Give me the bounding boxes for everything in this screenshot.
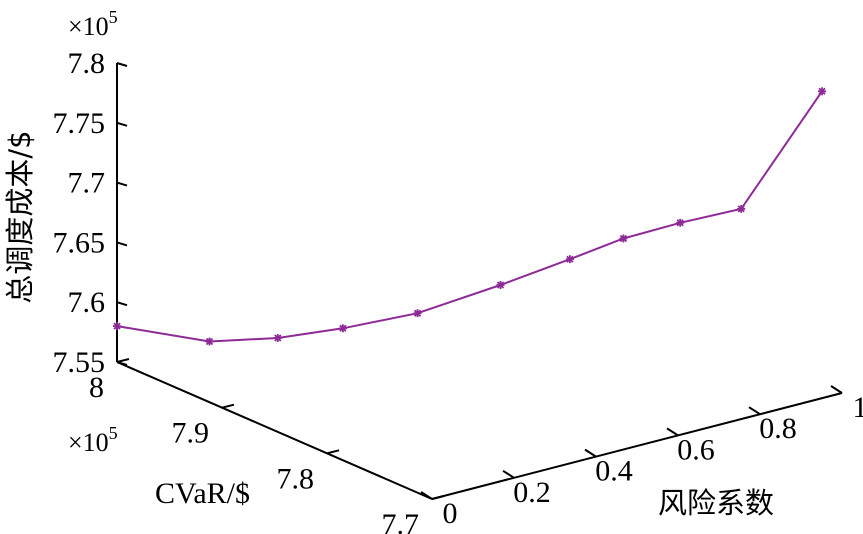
x-tick [420,491,433,500]
x-axis-line [431,392,843,500]
tick-labels: 0 0.2 0.4 0.6 0.8 1 7.7 7.8 7.9 87.55 7.6 7.65 7.7 7.… [53,47,863,534]
data-point [619,234,628,243]
y-tick-label: 8 [89,371,104,404]
data-point [338,324,347,333]
z-tick [116,241,128,247]
y-tick [116,358,130,363]
z-tick [116,301,128,307]
z-tick-label: 7.65 [53,226,106,259]
x-tick-label: 1 [853,391,863,424]
x-tick-label: 0.4 [595,455,633,488]
x-tick-label: 0.2 [513,476,551,509]
x-tick-label: 0.8 [759,412,797,445]
x-tick [666,427,679,437]
axes [116,63,843,500]
y-tick-label: 7.8 [277,462,315,495]
data-point [818,87,826,96]
y-tick [221,403,235,409]
y-tick-label: 7.7 [382,508,420,534]
z-tick-label: 7.55 [53,346,106,379]
x-tick-label: 0 [443,497,458,530]
z-tick-label: 7.6 [68,286,106,319]
x-tick-label: 0.6 [677,433,715,466]
ticks [116,62,843,500]
y-axis-multiplier: ×105 [68,423,118,457]
z-tick [116,181,128,187]
y-tick [431,495,445,500]
data-point [676,218,685,227]
x-tick [748,406,761,416]
z-axis-title: 总调度成本/$ [3,130,37,303]
data-point [737,204,746,213]
z-tick-label: 7.75 [53,107,106,140]
x-tick [584,448,597,458]
data-point [113,322,121,331]
z-tick-label: 7.8 [68,47,106,80]
data-point [565,255,574,264]
series-line [116,90,823,343]
z-tick-label: 7.7 [68,167,106,200]
data-point [273,334,282,342]
y-tick [326,449,340,455]
data-point [413,309,422,318]
y-tick-label: 7.9 [172,417,210,450]
z-tick [116,121,128,127]
y-axis-line [116,361,433,500]
x-axis-title: 风险系数 [658,486,774,520]
series-layer [113,87,826,346]
z-axis-multiplier: ×105 [68,7,118,41]
y-axis-title: CVaR/$ [155,477,250,510]
x-tick [830,385,843,394]
z-tick [116,62,128,67]
x-tick [502,469,515,479]
data-point [496,281,505,289]
z-tick [116,361,128,366]
data-point [205,337,214,346]
